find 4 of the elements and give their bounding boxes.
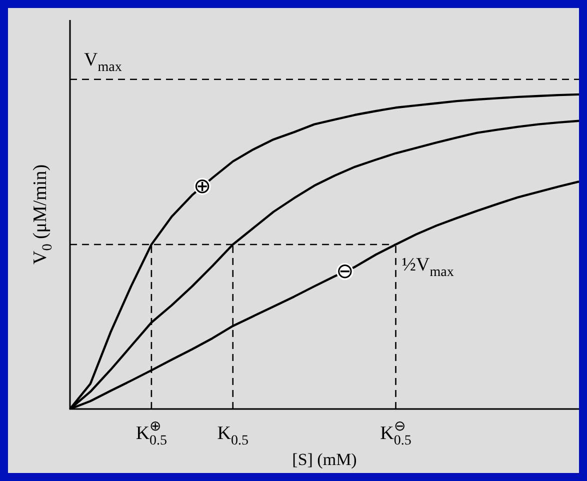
y-axis-title: V0 (μM/min) — [30, 164, 56, 265]
series-label: ⊕ — [194, 174, 212, 198]
x-axis-title: [S] (mM) — [292, 450, 357, 469]
series-label: ⊖ — [336, 258, 354, 283]
